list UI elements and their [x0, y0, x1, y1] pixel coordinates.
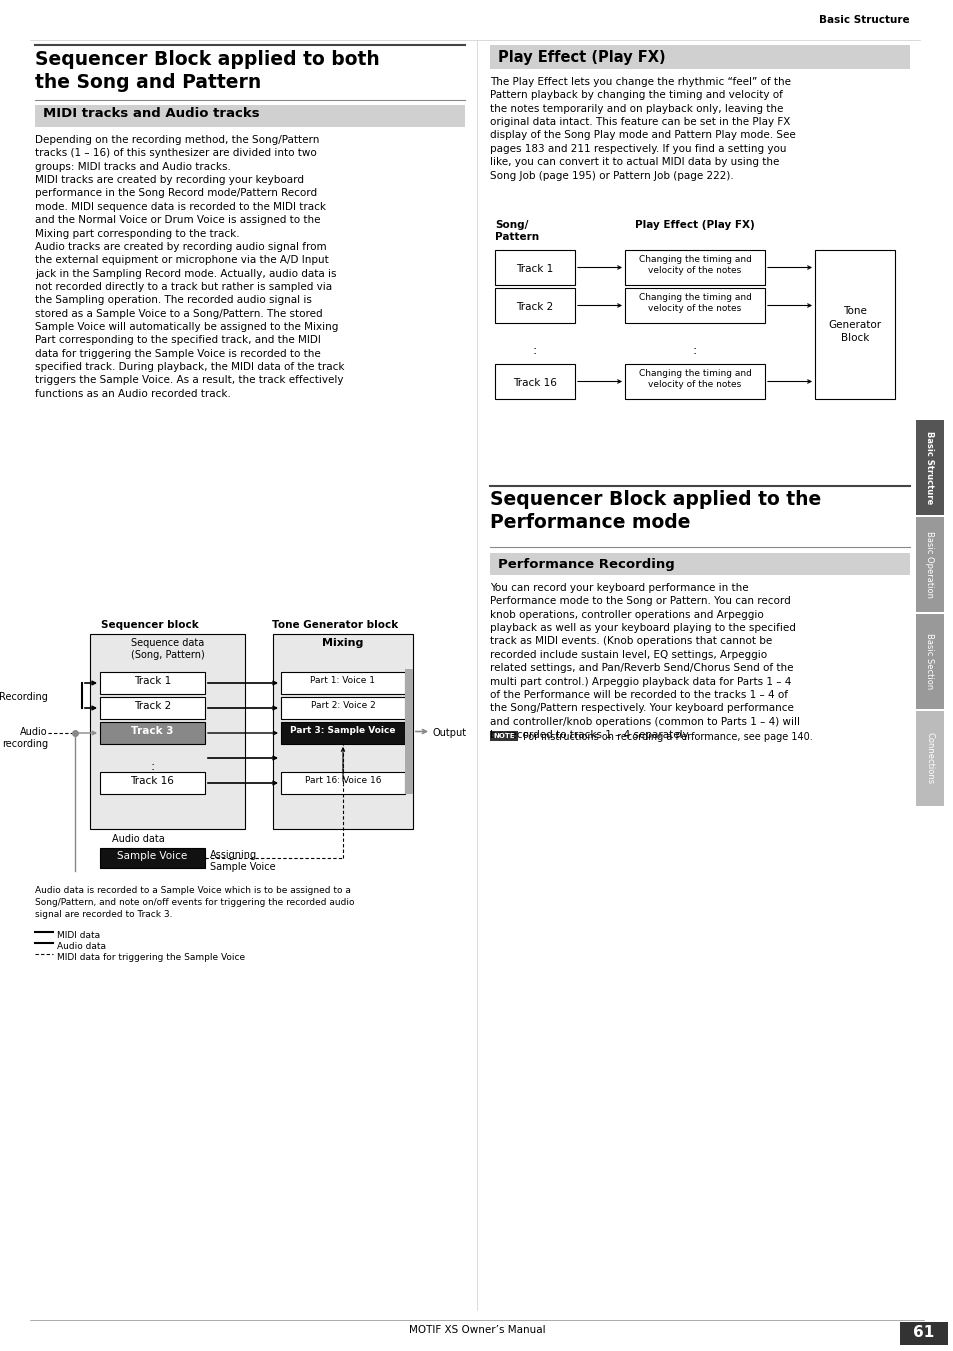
Bar	[624, 250, 764, 285]
Text: Assigning
Sample Voice: Assigning Sample Voice	[210, 850, 275, 873]
Bar	[100, 848, 205, 867]
Bar	[405, 669, 413, 794]
Bar	[915, 517, 943, 612]
Bar	[899, 1323, 947, 1346]
Text: Sequencer Block applied to both
the Song and Pattern: Sequencer Block applied to both the Song…	[35, 50, 379, 92]
Bar	[490, 553, 909, 576]
Text: Basic Structure: Basic Structure	[819, 15, 909, 26]
Text: Basic Section: Basic Section	[924, 634, 934, 689]
Bar	[281, 671, 405, 694]
Text: You can record your keyboard performance in the
Performance mode to the Song or : You can record your keyboard performance…	[490, 584, 800, 740]
Text: MIDI data: MIDI data	[57, 931, 100, 940]
Text: Track 2: Track 2	[516, 301, 553, 312]
Text: Track 3: Track 3	[132, 725, 173, 736]
Text: MOTIF XS Owner’s Manual: MOTIF XS Owner’s Manual	[408, 1325, 545, 1335]
Text: Connections: Connections	[924, 732, 934, 785]
Text: Audio data: Audio data	[57, 942, 106, 951]
Bar	[814, 250, 894, 399]
Text: Track 2: Track 2	[133, 701, 171, 711]
Bar	[915, 420, 943, 515]
Text: Audio data is recorded to a Sample Voice which is to be assigned to a
Song/Patte: Audio data is recorded to a Sample Voice…	[35, 886, 355, 919]
Text: MIDI tracks and Audio tracks: MIDI tracks and Audio tracks	[43, 107, 259, 120]
Text: Recording: Recording	[0, 692, 48, 701]
Text: The Play Effect lets you change the rhythmic “feel” of the
Pattern playback by c: The Play Effect lets you change the rhyt…	[490, 77, 795, 181]
Bar	[281, 721, 405, 744]
Bar	[100, 671, 205, 694]
Text: Part 2: Voice 2: Part 2: Voice 2	[311, 701, 375, 711]
Text: Basic Operation: Basic Operation	[924, 531, 934, 598]
Text: Depending on the recording method, the Song/Pattern
tracks (1 – 16) of this synt: Depending on the recording method, the S…	[35, 135, 344, 399]
Text: Sequence data
(Song, Pattern): Sequence data (Song, Pattern)	[131, 638, 204, 661]
Bar	[100, 771, 205, 794]
Bar	[495, 363, 575, 399]
Text: Part 1: Voice 1: Part 1: Voice 1	[310, 676, 375, 685]
Text: Track 1: Track 1	[516, 263, 553, 273]
Text: Tone Generator block: Tone Generator block	[272, 620, 397, 630]
Text: Part 16: Voice 16: Part 16: Voice 16	[304, 775, 381, 785]
Bar	[281, 697, 405, 719]
Text: Audio data: Audio data	[112, 834, 165, 844]
Bar	[495, 250, 575, 285]
Bar	[100, 721, 205, 744]
Bar	[624, 363, 764, 399]
Text: Performance Recording: Performance Recording	[497, 558, 674, 571]
Text: Basic Structure: Basic Structure	[924, 431, 934, 504]
Bar	[495, 288, 575, 323]
Text: Output: Output	[433, 727, 467, 738]
Bar	[90, 634, 245, 830]
Text: Part 3: Sample Voice: Part 3: Sample Voice	[290, 725, 395, 735]
Text: Changing the timing and
velocity of the notes: Changing the timing and velocity of the …	[638, 293, 751, 313]
Text: Sequencer block: Sequencer block	[101, 620, 198, 630]
Text: Play Effect (Play FX): Play Effect (Play FX)	[635, 220, 754, 230]
Text: :: :	[533, 343, 537, 357]
Bar	[273, 634, 413, 830]
Bar	[624, 288, 764, 323]
Bar	[100, 697, 205, 719]
Text: Tone
Generator
Block: Tone Generator Block	[827, 307, 881, 343]
Text: Changing the timing and
velocity of the notes: Changing the timing and velocity of the …	[638, 255, 751, 276]
Text: Sample Voice: Sample Voice	[117, 851, 188, 861]
Text: Audio
recording: Audio recording	[2, 727, 48, 748]
Text: Mixing: Mixing	[322, 638, 363, 648]
Text: Play Effect (Play FX): Play Effect (Play FX)	[497, 50, 665, 65]
Text: Track 16: Track 16	[131, 775, 174, 786]
Text: For instructions on recording a Performance, see page 140.: For instructions on recording a Performa…	[522, 732, 812, 742]
Text: Song/
Pattern: Song/ Pattern	[495, 220, 538, 242]
Text: Track 16: Track 16	[513, 377, 557, 388]
Bar	[35, 105, 464, 127]
Text: :: :	[151, 761, 154, 773]
Bar	[281, 771, 405, 794]
Text: Changing the timing and
velocity of the notes: Changing the timing and velocity of the …	[638, 369, 751, 389]
Text: 61: 61	[912, 1325, 934, 1340]
Text: Track 1: Track 1	[133, 676, 171, 686]
Bar	[490, 731, 517, 740]
Bar	[915, 711, 943, 807]
Text: NOTE: NOTE	[493, 732, 515, 739]
Bar	[915, 613, 943, 709]
Text: MIDI data for triggering the Sample Voice: MIDI data for triggering the Sample Voic…	[57, 952, 245, 962]
Text: :: :	[340, 761, 345, 773]
Text: Sequencer Block applied to the
Performance mode: Sequencer Block applied to the Performan…	[490, 490, 821, 532]
Bar	[490, 45, 909, 69]
Text: :: :	[692, 343, 697, 357]
